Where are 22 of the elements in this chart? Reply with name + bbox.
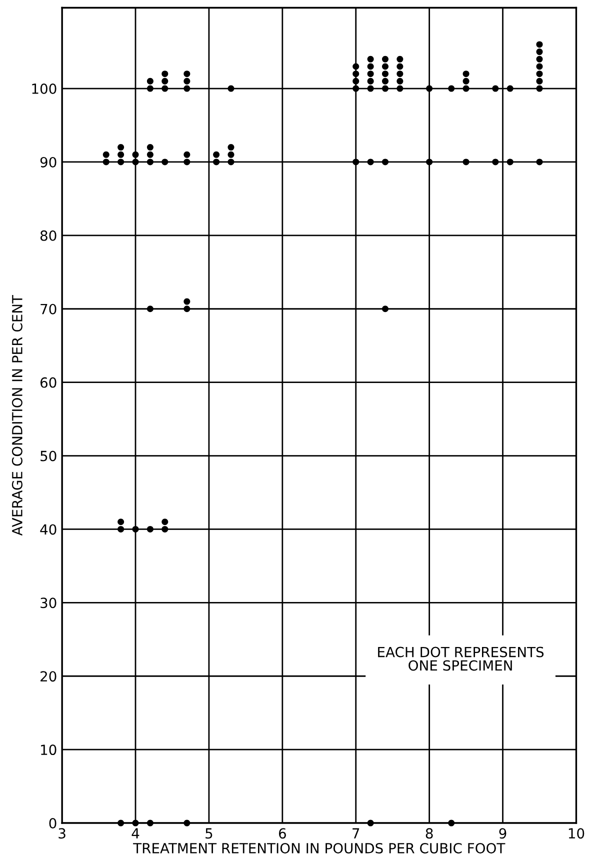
x-tick-label: 5: [206, 828, 212, 839]
y-tick-label: 80: [40, 230, 56, 241]
y-tick-label: 60: [40, 377, 56, 388]
y-tick-label: 50: [40, 450, 56, 462]
y-tick-label: 30: [40, 598, 56, 608]
y-tick-label: 70: [40, 304, 56, 314]
y-tick-label: 20: [40, 671, 56, 682]
annotation: EACH DOT REPRESENTS ONE SPECIMEN: [378, 646, 544, 671]
x-tick-label: 6: [278, 828, 286, 839]
x-tick-label: 10: [568, 828, 584, 839]
y-tick-label: 100: [32, 84, 56, 94]
x-tick-label: 3: [58, 828, 66, 839]
y-tick-label: 0: [49, 818, 56, 828]
y-tick-label: 90: [40, 156, 56, 168]
x-tick-label: 8: [426, 828, 433, 839]
x-tick-label: 4: [132, 828, 140, 838]
y-tick-label: 40: [40, 524, 56, 535]
y-axis-title: AVERAGE CONDITION IN PER CENT: [12, 294, 22, 536]
x-axis-title: TREATMENT RETENTION IN POUNDS PER CUBIC FOOT: [133, 842, 506, 854]
y-tick-label: 10: [41, 744, 56, 756]
x-tick-label: 9: [499, 828, 506, 839]
x-tick-label: 7: [352, 828, 360, 838]
